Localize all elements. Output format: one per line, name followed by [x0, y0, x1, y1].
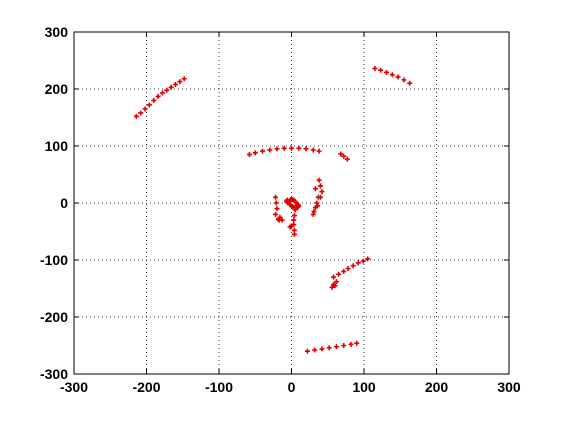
data-point	[319, 346, 325, 352]
data-point	[333, 344, 339, 350]
data-point	[338, 151, 344, 157]
data-point	[316, 177, 322, 183]
data-point	[333, 279, 339, 285]
data-point	[378, 67, 384, 73]
data-point	[164, 87, 170, 93]
data-point	[354, 340, 360, 346]
data-point	[372, 65, 378, 71]
data-point	[287, 224, 293, 230]
data-point	[142, 106, 148, 112]
data-point	[401, 77, 407, 83]
data-point	[329, 284, 335, 290]
data-point	[348, 341, 354, 347]
y-tick-label: 200	[45, 81, 69, 97]
data-point	[177, 79, 183, 85]
data-point	[312, 347, 318, 353]
data-points	[133, 65, 413, 354]
data-point	[319, 189, 325, 195]
data-point	[344, 156, 350, 162]
data-point	[159, 90, 165, 96]
data-point	[133, 113, 139, 119]
y-tick-label: -100	[40, 252, 68, 268]
data-point	[310, 211, 316, 217]
x-tick-label: -300	[60, 379, 88, 395]
data-point	[383, 69, 389, 75]
data-point	[274, 146, 280, 152]
data-point	[273, 211, 279, 217]
data-point	[289, 145, 294, 151]
data-point	[389, 72, 395, 78]
x-tick-label: 0	[288, 379, 296, 395]
x-tick-labels: -300 -200 -100 0 100 200 300	[60, 379, 521, 395]
data-point	[296, 145, 302, 151]
data-point	[284, 197, 290, 203]
data-point	[260, 148, 265, 154]
data-point	[360, 258, 366, 264]
data-point	[273, 200, 279, 206]
data-point	[341, 153, 347, 159]
data-point	[395, 74, 401, 80]
y-tick-label: -200	[40, 309, 68, 325]
data-point	[350, 263, 356, 269]
data-point	[315, 203, 321, 209]
data-point	[246, 152, 252, 158]
data-point	[318, 194, 323, 200]
data-point	[273, 194, 279, 200]
data-point	[146, 102, 152, 108]
x-tick-label: 300	[497, 379, 521, 395]
y-tick-labels: -300 -200 -100 0 100 200 300	[40, 24, 68, 382]
data-point	[279, 217, 285, 223]
data-point	[173, 81, 178, 87]
data-point	[310, 147, 316, 153]
data-point	[138, 110, 144, 116]
data-point	[345, 266, 351, 272]
data-point	[281, 145, 287, 151]
x-tick-label: 100	[352, 379, 376, 395]
x-tick-label: -100	[205, 379, 233, 395]
data-point	[168, 84, 174, 90]
data-point	[291, 231, 297, 237]
data-point	[181, 76, 187, 82]
data-point	[341, 268, 347, 274]
ticks	[73, 31, 510, 375]
data-point	[355, 260, 361, 266]
data-point	[332, 283, 338, 289]
data-point	[318, 183, 323, 189]
data-point	[274, 206, 280, 212]
grid	[74, 32, 509, 374]
x-tick-label: 200	[425, 379, 449, 395]
y-tick-label: 300	[45, 24, 69, 40]
data-point	[155, 93, 161, 99]
x-tick-label: -200	[132, 379, 160, 395]
data-point	[303, 146, 309, 152]
data-point	[291, 217, 297, 223]
y-tick-label: -300	[40, 366, 68, 382]
data-point	[407, 80, 413, 86]
axes-box	[73, 31, 510, 375]
data-point	[341, 343, 347, 348]
data-point	[252, 150, 258, 156]
data-point	[267, 147, 273, 153]
data-point	[291, 213, 297, 219]
data-point	[326, 345, 332, 351]
data-point	[277, 214, 283, 220]
data-point	[316, 148, 322, 154]
data-point	[331, 274, 337, 280]
data-point	[312, 186, 318, 192]
data-point	[336, 271, 342, 277]
data-point	[365, 256, 371, 262]
data-point	[151, 97, 157, 103]
y-tick-label: 0	[60, 195, 68, 211]
data-point	[304, 348, 310, 354]
y-tick-label: 100	[45, 138, 69, 154]
